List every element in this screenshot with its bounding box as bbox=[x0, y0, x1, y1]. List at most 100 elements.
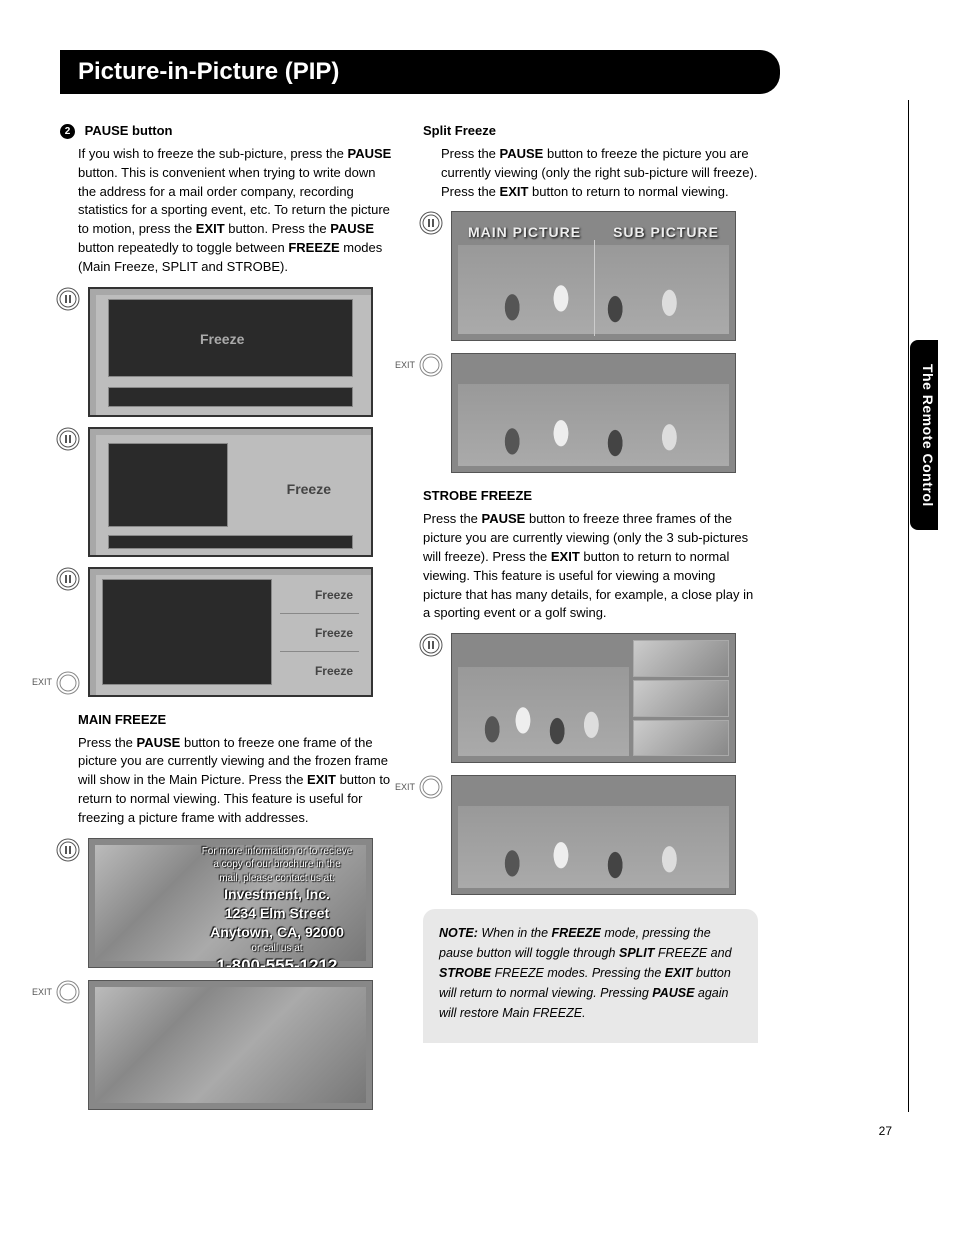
pause-body: If you wish to freeze the sub-picture, p… bbox=[78, 145, 395, 277]
freeze-label: Freeze bbox=[315, 625, 353, 642]
left-column: 2 PAUSE button If you wish to freeze the… bbox=[60, 122, 395, 1122]
split-freeze-body: Press the PAUSE button to freeze the pic… bbox=[441, 145, 758, 202]
tv-photo bbox=[451, 775, 736, 895]
strobe-figure-1 bbox=[423, 633, 758, 763]
tv-photo bbox=[88, 980, 373, 1110]
bold: PAUSE bbox=[652, 986, 694, 1000]
vertical-rule bbox=[908, 100, 909, 1112]
strobe-heading: STROBE FREEZE bbox=[423, 487, 758, 506]
t: or call us at bbox=[192, 942, 362, 956]
t: mail, please contact us at: bbox=[192, 872, 362, 886]
divider bbox=[280, 651, 359, 652]
section-tab: The Remote Control bbox=[910, 340, 938, 530]
exit-label: EXIT bbox=[32, 986, 52, 999]
t: For more information or to recieve bbox=[192, 845, 362, 859]
divider bbox=[280, 613, 359, 614]
right-column: Split Freeze Press the PAUSE button to f… bbox=[423, 122, 758, 1122]
photo-bg bbox=[458, 384, 729, 467]
sub-picture-label: SUB PICTURE bbox=[613, 222, 719, 242]
bold: PAUSE bbox=[330, 221, 374, 236]
split-freeze-heading: Split Freeze bbox=[423, 122, 758, 141]
t: When in the bbox=[478, 926, 552, 940]
exit-icon bbox=[56, 980, 80, 1004]
main-freeze-body: Press the PAUSE button to freeze one fra… bbox=[78, 734, 395, 828]
t: Anytown, CA, 92000 bbox=[192, 923, 362, 942]
t: If you wish to freeze the sub-picture, p… bbox=[78, 146, 348, 161]
pause-heading-text: PAUSE button bbox=[85, 123, 173, 138]
exit-label: EXIT bbox=[395, 359, 415, 372]
tv-photo-split: MAIN PICTURE SUB PICTURE bbox=[451, 211, 736, 341]
step-number-icon: 2 bbox=[60, 124, 75, 139]
pause-heading: 2 PAUSE button bbox=[60, 122, 395, 141]
t: Press the bbox=[423, 511, 482, 526]
pause-icon bbox=[56, 427, 80, 451]
bold: EXIT bbox=[307, 772, 336, 787]
strobe-thumb bbox=[633, 640, 729, 677]
exit-icon bbox=[56, 671, 80, 695]
exit-label: EXIT bbox=[32, 676, 52, 689]
t: FREEZE modes. Pressing the bbox=[491, 966, 665, 980]
main-freeze-heading: MAIN FREEZE bbox=[78, 711, 395, 730]
main-picture-label: MAIN PICTURE bbox=[468, 222, 581, 242]
exit-icon bbox=[419, 775, 443, 799]
pause-icon bbox=[56, 838, 80, 862]
t: Press the bbox=[78, 735, 137, 750]
t: button to return to normal viewing. bbox=[528, 184, 728, 199]
strobe-thumbs bbox=[633, 640, 729, 756]
freeze-label: Freeze bbox=[287, 479, 331, 499]
page-title: Picture-in-Picture (PIP) bbox=[60, 50, 780, 94]
bar-area bbox=[108, 387, 353, 407]
t: Press the bbox=[441, 146, 500, 161]
main-freeze-figure-2: EXIT bbox=[60, 980, 395, 1110]
tv-photo: For more information or to recieve a cop… bbox=[88, 838, 373, 968]
bold: FREEZE bbox=[288, 240, 339, 255]
t: button repeatedly to toggle between bbox=[78, 240, 288, 255]
bold: EXIT bbox=[551, 549, 580, 564]
tv-screen: Freeze Freeze Freeze bbox=[88, 567, 373, 697]
freeze-diagram-3: EXIT Freeze Freeze Freeze bbox=[60, 567, 395, 697]
pause-icon bbox=[419, 211, 443, 235]
bar-area bbox=[108, 535, 353, 549]
bold: EXIT bbox=[665, 966, 693, 980]
bold: PAUSE bbox=[348, 146, 392, 161]
split-figure-2: EXIT bbox=[423, 353, 758, 473]
exit-label: EXIT bbox=[395, 781, 415, 794]
manual-page: Picture-in-Picture (PIP) The Remote Cont… bbox=[0, 0, 954, 1152]
note-box: NOTE: When in the FREEZE mode, pressing … bbox=[423, 909, 758, 1043]
freeze-label: Freeze bbox=[315, 663, 353, 680]
photo-bg bbox=[95, 987, 366, 1103]
strobe-thumb bbox=[633, 680, 729, 717]
split-figure-1: MAIN PICTURE SUB PICTURE bbox=[423, 211, 758, 341]
left-area bbox=[108, 443, 228, 527]
freeze-label: Freeze bbox=[200, 329, 244, 349]
note-label: NOTE: bbox=[439, 926, 478, 940]
infomercial-overlay: For more information or to recieve a cop… bbox=[192, 845, 362, 968]
t: FREEZE and bbox=[654, 946, 731, 960]
strobe-body: Press the PAUSE button to freeze three f… bbox=[423, 510, 758, 623]
tv-screen: Freeze bbox=[88, 427, 373, 557]
strobe-thumb bbox=[633, 720, 729, 757]
bold: PAUSE bbox=[482, 511, 526, 526]
bold: STROBE bbox=[439, 966, 491, 980]
bold: PAUSE bbox=[137, 735, 181, 750]
main-freeze-figure-1: For more information or to recieve a cop… bbox=[60, 838, 395, 968]
photo-bg bbox=[458, 667, 629, 757]
t: Investment, Inc. bbox=[192, 885, 362, 904]
left-area bbox=[102, 579, 272, 685]
t: a copy of our brochure in the bbox=[192, 858, 362, 872]
bold: FREEZE bbox=[552, 926, 601, 940]
two-column-layout: 2 PAUSE button If you wish to freeze the… bbox=[60, 122, 894, 1122]
bold: SPLIT bbox=[619, 946, 654, 960]
tv-photo-strobe bbox=[451, 633, 736, 763]
freeze-diagram-1: Freeze bbox=[60, 287, 395, 417]
freeze-label: Freeze bbox=[315, 587, 353, 604]
page-number: 27 bbox=[879, 1124, 892, 1138]
tv-photo bbox=[451, 353, 736, 473]
t: 1-800-555-1212 bbox=[192, 955, 362, 967]
bold: EXIT bbox=[196, 221, 225, 236]
pause-icon bbox=[56, 287, 80, 311]
bold: EXIT bbox=[500, 184, 529, 199]
bold: PAUSE bbox=[500, 146, 544, 161]
photo-bg bbox=[458, 806, 729, 889]
strobe-figure-2: EXIT bbox=[423, 775, 758, 895]
